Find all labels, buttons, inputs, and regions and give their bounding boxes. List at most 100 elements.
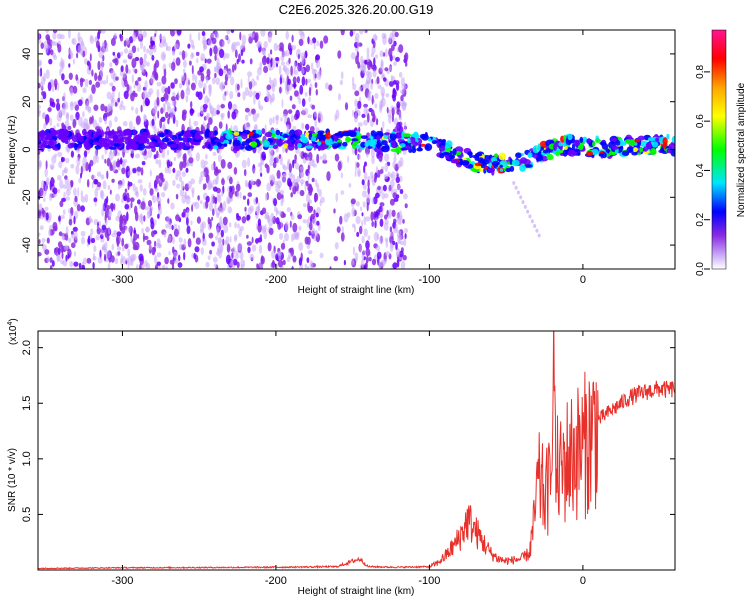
heatmap-cell bbox=[211, 32, 215, 38]
heatmap-cell bbox=[546, 153, 554, 161]
heatmap-cell bbox=[46, 256, 50, 263]
heatmap-cell bbox=[186, 209, 190, 219]
heatmap-cell bbox=[256, 74, 260, 81]
heatmap-cell bbox=[351, 142, 358, 150]
heatmap-cell bbox=[290, 192, 294, 198]
heatmap-cell bbox=[393, 197, 399, 202]
heatmap-cell bbox=[666, 133, 670, 140]
heatmap-cell bbox=[71, 233, 74, 239]
heatmap-cell bbox=[266, 91, 271, 98]
heatmap-cell bbox=[367, 60, 372, 71]
heatmap-cell bbox=[231, 246, 236, 255]
heatmap-cell bbox=[271, 250, 276, 259]
heatmap-cell bbox=[216, 226, 220, 237]
heatmap-cell bbox=[366, 194, 371, 204]
heatmap-cell bbox=[229, 222, 232, 228]
heatmap-cell bbox=[601, 152, 607, 159]
heatmap-cell bbox=[176, 149, 182, 159]
heatmap-cell bbox=[280, 200, 284, 207]
heatmap-cell bbox=[171, 262, 175, 269]
heatmap-cell bbox=[361, 219, 364, 228]
heatmap-cell bbox=[296, 76, 300, 84]
heatmap-cell bbox=[246, 241, 252, 246]
heatmap-cell bbox=[296, 175, 301, 183]
heatmap-cell bbox=[56, 123, 60, 127]
heatmap-cell bbox=[45, 30, 49, 34]
heatmap-cell bbox=[287, 254, 292, 259]
heatmap-cell bbox=[361, 179, 365, 186]
heatmap-cell bbox=[241, 59, 245, 64]
heatmap-cell bbox=[377, 185, 381, 191]
heatmap-cell bbox=[214, 139, 223, 143]
heatmap-cell bbox=[365, 216, 371, 222]
heatmap-cell bbox=[651, 141, 659, 148]
heatmap-cell bbox=[122, 71, 126, 79]
heatmap-cell bbox=[130, 197, 135, 203]
heatmap-cell bbox=[160, 116, 166, 123]
heatmap-cell bbox=[70, 163, 75, 169]
heatmap-cell bbox=[374, 176, 377, 183]
heatmap-cell bbox=[201, 238, 207, 246]
heatmap-cell bbox=[69, 87, 74, 96]
heatmap-cell bbox=[235, 183, 241, 192]
heatmap-cell bbox=[191, 204, 194, 212]
heatmap-cell bbox=[57, 188, 60, 194]
heatmap-cell bbox=[122, 82, 125, 89]
heatmap-cell bbox=[126, 197, 131, 203]
heatmap-cell bbox=[62, 235, 66, 241]
heatmap-cell bbox=[290, 65, 293, 76]
heatmap-cell bbox=[291, 265, 294, 269]
heatmap-cell bbox=[378, 154, 383, 162]
heatmap-cell bbox=[390, 142, 397, 149]
heatmap-cell bbox=[38, 161, 42, 167]
heatmap-cell bbox=[316, 132, 324, 141]
heatmap-cell bbox=[360, 135, 368, 140]
heatmap-cell bbox=[311, 104, 316, 110]
heatmap-cell bbox=[248, 81, 253, 90]
heatmap-cell bbox=[146, 210, 152, 215]
heatmap-cell bbox=[208, 201, 213, 212]
heatmap-cell bbox=[185, 167, 189, 173]
heatmap-cell bbox=[204, 95, 209, 105]
heatmap-cell bbox=[308, 86, 312, 97]
heatmap-cell bbox=[178, 176, 182, 183]
heatmap-cell bbox=[156, 196, 162, 204]
heatmap-cell bbox=[166, 215, 171, 224]
heatmap-cell bbox=[110, 255, 115, 263]
heatmap-cell bbox=[351, 258, 355, 266]
heatmap-cell bbox=[38, 69, 41, 77]
heatmap-cell bbox=[310, 213, 316, 220]
heatmap-cell bbox=[110, 69, 116, 80]
heatmap-cell bbox=[662, 137, 668, 145]
heatmap-cell bbox=[43, 72, 47, 83]
heatmap-cell bbox=[234, 221, 238, 229]
heatmap-cell bbox=[155, 159, 160, 165]
heatmap-cell bbox=[237, 92, 241, 98]
heatmap-cell bbox=[287, 78, 291, 86]
heatmap-cell bbox=[73, 215, 76, 225]
heatmap-cell bbox=[187, 43, 191, 49]
heatmap-cell bbox=[136, 264, 139, 269]
heatmap-cell bbox=[371, 155, 375, 165]
heatmap-cell bbox=[200, 170, 206, 177]
heatmap-cell bbox=[100, 30, 106, 34]
heatmap-cell bbox=[148, 206, 154, 212]
heatmap-cell bbox=[120, 65, 124, 73]
heatmap-cell bbox=[315, 89, 318, 96]
heatmap-cell bbox=[311, 158, 315, 163]
heatmap-cell bbox=[108, 226, 111, 235]
heatmap-cell bbox=[227, 206, 233, 214]
heatmap-cell bbox=[558, 142, 564, 147]
heatmap-cell bbox=[298, 257, 302, 266]
heatmap-cell bbox=[162, 102, 166, 112]
heatmap-cell bbox=[57, 247, 61, 255]
heatmap-cell bbox=[177, 262, 183, 268]
heatmap-cell bbox=[364, 161, 367, 167]
heatmap-cell bbox=[172, 236, 175, 245]
heatmap-cell bbox=[333, 256, 339, 262]
heatmap-cell bbox=[109, 189, 112, 195]
heatmap-cell bbox=[88, 79, 92, 86]
heatmap-cell bbox=[251, 236, 254, 244]
heatmap-cell bbox=[668, 143, 675, 150]
heatmap-cell bbox=[246, 234, 249, 239]
